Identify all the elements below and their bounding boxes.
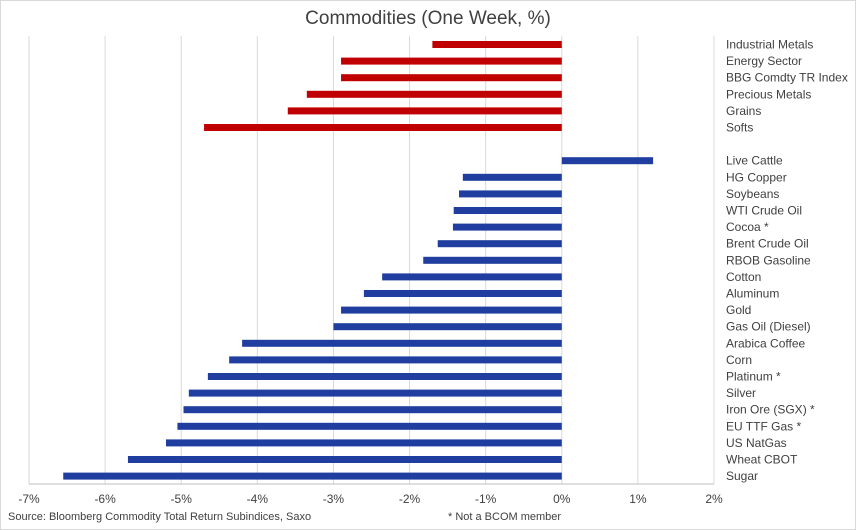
- category-label: EU TTF Gas *: [726, 419, 801, 433]
- bar: [341, 306, 562, 314]
- bar: [341, 57, 562, 65]
- category-label: Cotton: [726, 270, 761, 284]
- bar: [242, 339, 562, 347]
- bar: [177, 422, 562, 430]
- category-label: Cocoa *: [726, 220, 769, 234]
- x-axis-ticks: -7% -6% -5% -4% -3% -2% -1% 0% 1% 2%: [18, 492, 723, 506]
- x-tick-label: -5%: [171, 492, 193, 506]
- x-tick-label: -7%: [18, 492, 40, 506]
- x-tick-label: -3%: [323, 492, 345, 506]
- category-label: WTI Crude Oil: [726, 204, 802, 218]
- x-tick-label: -6%: [94, 492, 116, 506]
- category-label: Gas Oil (Diesel): [726, 320, 811, 334]
- x-tick-label: 1%: [629, 492, 647, 506]
- bar: [341, 74, 562, 82]
- category-label: Live Cattle: [726, 154, 783, 168]
- footnote: * Not a BCOM member: [448, 511, 562, 523]
- bar: [306, 90, 562, 98]
- category-labels: Industrial Metals Energy Sector BBG Comdty…: [726, 38, 848, 484]
- category-label: Silver: [726, 386, 756, 400]
- chart-title: Commodities (One Week, %): [305, 8, 551, 29]
- category-label: Brent Crude Oil: [726, 237, 809, 251]
- category-label: Corn: [726, 353, 752, 367]
- bar: [166, 439, 562, 447]
- x-tick-label: -4%: [247, 492, 269, 506]
- category-label: US NatGas: [726, 436, 787, 450]
- bar: [188, 389, 562, 397]
- x-tick-label: -1%: [475, 492, 497, 506]
- category-label: Industrial Metals: [726, 38, 813, 52]
- bar: [462, 173, 562, 181]
- category-label: HG Copper: [726, 170, 787, 184]
- bar: [459, 190, 562, 198]
- bar: [63, 472, 562, 480]
- category-label: Grains: [726, 104, 761, 118]
- category-label: Platinum *: [726, 370, 781, 384]
- bar: [229, 356, 562, 364]
- bars: [63, 41, 654, 480]
- category-label: Softs: [726, 121, 753, 135]
- category-label: Wheat CBOT: [726, 453, 798, 467]
- category-label: Gold: [726, 303, 751, 317]
- x-tick-label: 2%: [705, 492, 723, 506]
- category-label: Soybeans: [726, 187, 779, 201]
- source-note: Source: Bloomberg Commodity Total Return…: [8, 511, 312, 523]
- category-label: Precious Metals: [726, 87, 811, 101]
- category-label: RBOB Gasoline: [726, 253, 811, 267]
- x-tick-label: 0%: [553, 492, 571, 506]
- x-tick-label: -2%: [399, 492, 421, 506]
- category-label: Energy Sector: [726, 54, 802, 68]
- bar: [333, 323, 562, 331]
- bar: [423, 256, 562, 264]
- gridlines: [28, 36, 715, 485]
- bar: [437, 240, 562, 248]
- bar: [183, 406, 562, 414]
- bar: [382, 273, 562, 281]
- category-label: BBG Comdty TR Index: [726, 71, 848, 85]
- bar: [127, 456, 562, 463]
- bar: [287, 107, 562, 115]
- bar: [453, 207, 562, 214]
- bar: [363, 290, 562, 297]
- bar: [207, 373, 562, 380]
- category-label: Iron Ore (SGX) *: [726, 403, 815, 417]
- bar: [432, 41, 562, 48]
- bar: [561, 157, 654, 165]
- bar: [452, 223, 562, 231]
- category-label: Aluminum: [726, 287, 779, 301]
- bar: [204, 124, 562, 131]
- category-label: Sugar: [726, 469, 758, 483]
- category-label: Arabica Coffee: [726, 336, 805, 350]
